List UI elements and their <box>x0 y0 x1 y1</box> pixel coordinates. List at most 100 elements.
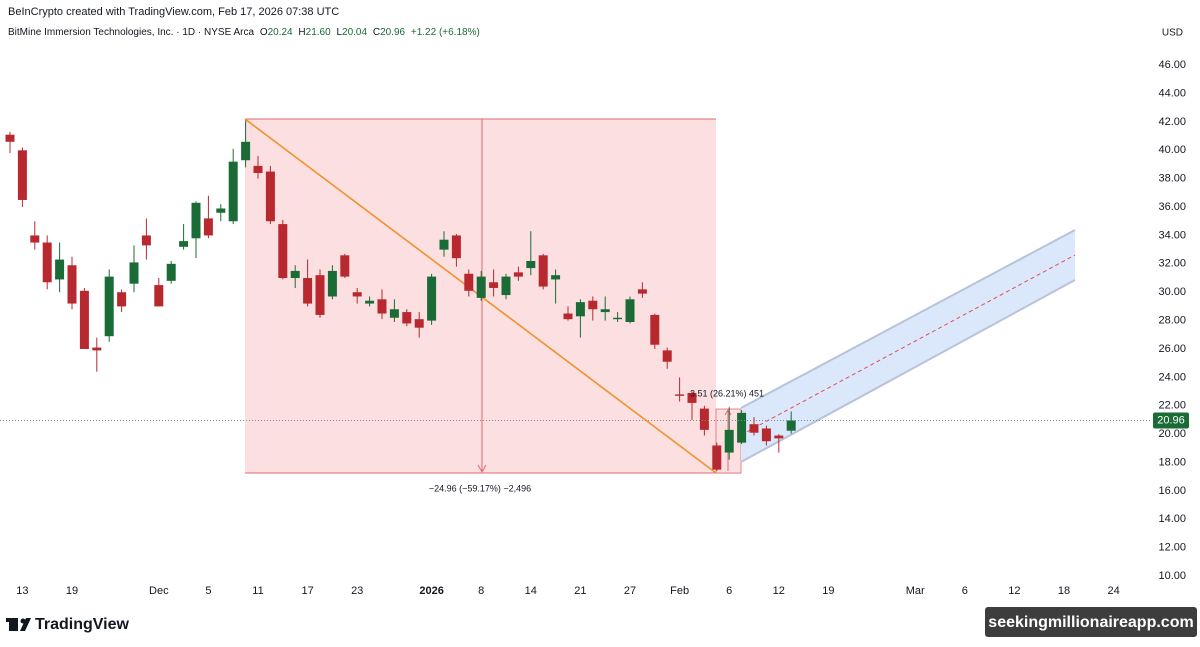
candle-body <box>179 241 189 247</box>
brand: TradingView <box>35 616 130 633</box>
candle-body <box>5 134 15 142</box>
y-tick-label: 16.00 <box>1158 485 1186 497</box>
y-tick-label: 20.00 <box>1158 428 1186 440</box>
candle-body <box>699 408 709 430</box>
y-tick-label: 14.00 <box>1158 513 1186 525</box>
candle-body <box>724 429 734 453</box>
candle-body <box>687 392 697 403</box>
candle-body <box>228 161 238 222</box>
symbol: BitMine Immersion Technologies, Inc. · 1… <box>8 27 254 38</box>
measure-label: 3.51 (26.21%) 451 <box>690 388 764 398</box>
y-tick-label: 46.00 <box>1158 59 1186 71</box>
channel-mid <box>740 254 1076 436</box>
candle-body <box>203 218 213 236</box>
candle-body <box>92 347 102 351</box>
candles: 20.96 <box>0 120 1189 472</box>
x-tick-label: 23 <box>351 585 363 597</box>
candle-body <box>241 141 251 161</box>
candle-body <box>104 276 114 337</box>
x-tick-label: Feb <box>670 585 689 597</box>
channel-fill <box>741 230 1075 462</box>
candle-body <box>613 317 623 320</box>
candle-body <box>79 290 89 349</box>
price-tag <box>1153 412 1189 429</box>
x-tick-label: 17 <box>301 585 313 597</box>
candle-body <box>340 255 350 277</box>
y-tick-label: 38.00 <box>1158 173 1186 185</box>
x-tick-label: Dec <box>149 585 169 597</box>
channel-upper <box>740 229 1076 409</box>
candle-body <box>42 242 52 283</box>
candle-body <box>389 309 399 318</box>
measure-arrow-head <box>724 409 732 416</box>
y-tick-label: 28.00 <box>1158 315 1186 327</box>
candle-body <box>216 208 226 213</box>
candle-body <box>501 276 511 296</box>
candle-body <box>290 270 300 279</box>
candle-body <box>129 262 139 284</box>
x-tick-label: 24 <box>1107 585 1119 597</box>
currency: USD <box>1162 28 1183 39</box>
x-tick-label: 13 <box>16 585 28 597</box>
y-tick-label: 40.00 <box>1158 144 1186 156</box>
x-tick-label: 14 <box>525 585 537 597</box>
channel-lower <box>740 279 1076 463</box>
y-tick-label: 30.00 <box>1158 286 1186 298</box>
y-tick-label: 24.00 <box>1158 371 1186 383</box>
candle-body <box>315 275 325 315</box>
candle-body <box>141 235 151 246</box>
x-tick-label: 8 <box>478 585 484 597</box>
candle-body <box>761 428 771 442</box>
candle-body <box>749 424 759 433</box>
x-tick-label: Mar <box>906 585 925 597</box>
brand-logo <box>6 618 31 631</box>
y-tick-label: 22.00 <box>1158 400 1186 412</box>
candle-body <box>737 412 747 443</box>
x-tick-label: 11 <box>252 585 263 597</box>
x-tick-label: 19 <box>822 585 834 597</box>
candle-body <box>414 319 424 328</box>
x-tick-label: 12 <box>1008 585 1020 597</box>
candle-body <box>774 435 784 439</box>
candle-body <box>253 165 263 174</box>
x-tick-label: 21 <box>574 585 586 597</box>
candle-body <box>786 420 796 431</box>
candle-body <box>464 273 474 291</box>
x-tick-label: 5 <box>205 585 211 597</box>
candle-body <box>265 171 275 222</box>
y-tick-label: 18.00 <box>1158 456 1186 468</box>
price-tag-label: 20.96 <box>1157 414 1185 426</box>
candle-body <box>303 278 313 304</box>
candle-body <box>662 350 672 362</box>
candle-body <box>600 309 610 313</box>
y-tick-label: 26.00 <box>1158 343 1186 355</box>
candle-body <box>650 314 660 345</box>
x-tick-label: 6 <box>962 585 968 597</box>
candle-body <box>439 239 449 250</box>
x-tick-label: 6 <box>726 585 732 597</box>
candle-body <box>575 302 585 317</box>
candle-body <box>166 263 176 281</box>
measure-arrow-head <box>477 464 487 474</box>
candle-body <box>526 260 536 269</box>
key: L <box>336 27 342 38</box>
watermark-box <box>985 607 1197 637</box>
x-tick-label: 2026 <box>419 585 443 597</box>
x-tick-label: 18 <box>1058 585 1070 597</box>
candle-body <box>154 285 164 307</box>
candle-body <box>17 150 27 200</box>
candle-body <box>637 289 647 294</box>
candle-body <box>67 265 77 304</box>
candle-body <box>675 394 685 396</box>
legend: BitMine Immersion Technologies, Inc. · 1… <box>8 27 480 38</box>
y-tick-label: 12.00 <box>1158 542 1186 554</box>
axes: 10.00 12.00 14.00 16.00 18.00 20.00 22.00 24.00… <box>16 59 1186 597</box>
candle-body <box>588 300 598 310</box>
y-tick-label: 32.00 <box>1158 258 1186 270</box>
candle-body <box>563 313 573 320</box>
candle-body <box>538 255 548 287</box>
y-tick-label: 34.00 <box>1158 229 1186 241</box>
low: 20.04 <box>342 27 367 38</box>
key: C <box>373 27 380 38</box>
high: 21.60 <box>306 27 331 38</box>
